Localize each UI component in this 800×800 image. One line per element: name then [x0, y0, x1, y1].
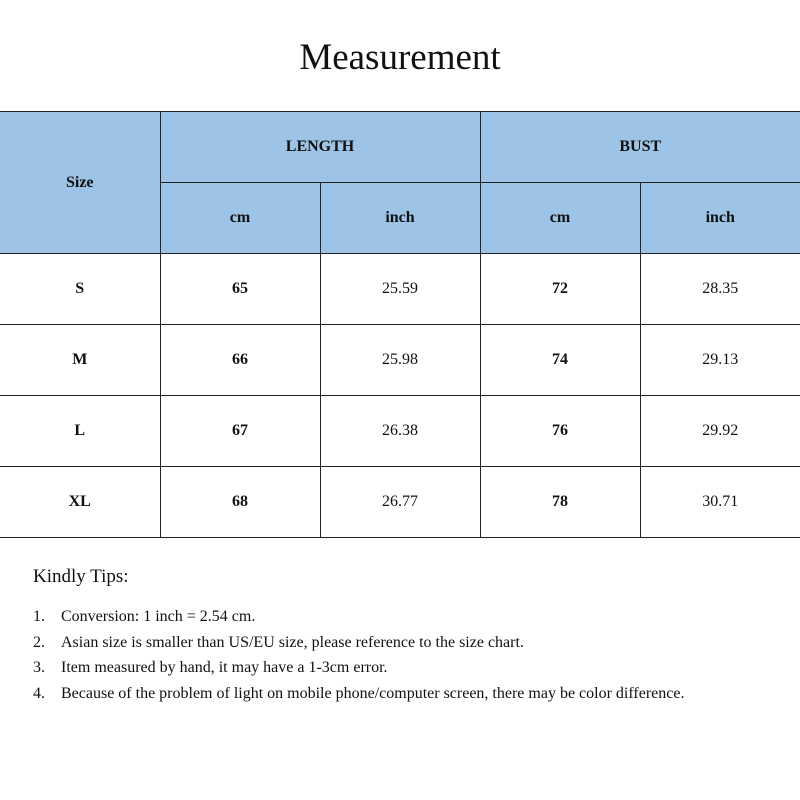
table-row: L 67 26.38 76 29.92 [0, 395, 800, 467]
tip-item: 4. Because of the problem of light on mob… [33, 681, 713, 707]
tip-text: Asian size is smaller than US/EU size, p… [61, 633, 524, 651]
cell-length-inch: 25.59 [319, 253, 481, 325]
tip-text: Conversion: 1 inch = 2.54 cm. [61, 608, 256, 625]
table-row: XL 68 26.77 78 30.71 [0, 466, 800, 538]
size-header: Size [0, 111, 161, 254]
tip-number: 1. [33, 608, 45, 625]
cell-length-cm: 66 [159, 324, 321, 396]
tip-text: Item measured by hand, it may have a 1-3… [61, 659, 388, 676]
tip-number: 3. [33, 659, 45, 676]
cell-size: L [0, 395, 161, 467]
tips-list: 1. Conversion: 1 inch = 2.54 cm. 2. Asian s… [33, 604, 713, 706]
cell-size: XL [0, 466, 161, 538]
tips-heading: Kindly Tips: [33, 566, 129, 587]
cell-bust-cm: 78 [479, 466, 641, 538]
bust-header: BUST [479, 111, 800, 183]
cell-size: M [0, 324, 161, 396]
tip-text: Because of the problem of light on mobil… [61, 684, 685, 702]
page-title: Measurement [299, 37, 501, 78]
unit-header: cm [160, 182, 321, 254]
cell-size: S [0, 253, 161, 325]
unit-header: inch [639, 182, 800, 254]
cell-bust-inch: 28.35 [639, 253, 800, 325]
cell-bust-cm: 74 [479, 324, 641, 396]
size-table: Size LENGTH BUST cm inch cm inch S 65 25.5… [0, 111, 800, 538]
tip-item: 3. Item measured by hand, it may have a 1… [33, 655, 713, 681]
table-row: S 65 25.59 72 28.35 [0, 253, 800, 325]
cell-bust-inch: 29.13 [639, 324, 800, 396]
cell-length-cm: 65 [159, 253, 321, 325]
cell-length-inch: 25.98 [319, 324, 481, 396]
unit-header: inch [319, 182, 481, 254]
cell-length-cm: 68 [159, 466, 321, 538]
tip-number: 2. [33, 633, 45, 651]
table-row: M 66 25.98 74 29.13 [0, 324, 800, 396]
tip-item: 1. Conversion: 1 inch = 2.54 cm. [33, 604, 713, 630]
unit-header: cm [479, 182, 641, 254]
cell-bust-inch: 30.71 [639, 466, 800, 538]
cell-length-inch: 26.77 [319, 466, 481, 538]
cell-bust-cm: 72 [479, 253, 641, 325]
length-header: LENGTH [159, 111, 481, 183]
cell-bust-cm: 76 [479, 395, 641, 467]
cell-bust-inch: 29.92 [639, 395, 800, 467]
cell-length-inch: 26.38 [319, 395, 481, 467]
cell-length-cm: 67 [159, 395, 321, 467]
tip-item: 2. Asian size is smaller than US/EU size,… [33, 630, 713, 656]
tip-number: 4. [33, 684, 45, 702]
